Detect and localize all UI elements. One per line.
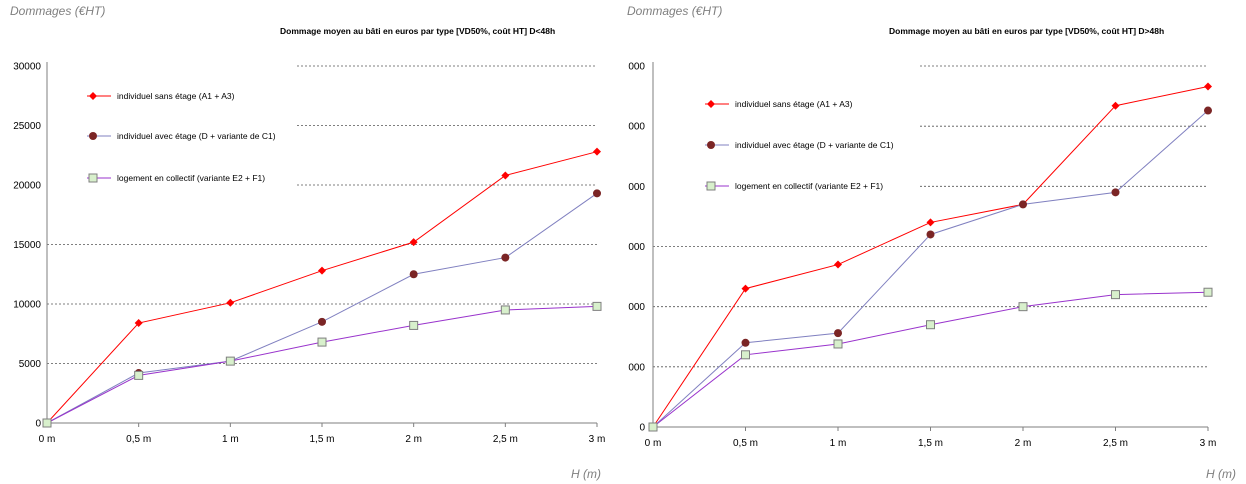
x-tick-label: 1,5 m	[309, 434, 334, 445]
data-point	[1111, 101, 1120, 110]
legend-label: logement en collectif (variante E2 + F1)	[735, 181, 884, 191]
data-point	[926, 218, 935, 227]
data-point	[1203, 287, 1213, 297]
data-point	[409, 270, 418, 279]
y-tick-label: 5000	[19, 359, 42, 370]
y-tick-label: 0	[35, 419, 41, 430]
series-line	[652, 85, 1209, 428]
data-point	[1204, 82, 1212, 91]
data-point	[226, 298, 235, 307]
y-tick-label: 30000	[13, 62, 41, 73]
data-point	[926, 230, 935, 239]
legend-marker-circle	[705, 141, 729, 149]
data-point	[741, 350, 750, 360]
data-point	[501, 253, 510, 262]
legend-label: individuel sans étage (A1 + A3)	[735, 99, 853, 109]
data-point	[593, 147, 601, 156]
legend-marker-diamond	[705, 100, 729, 108]
data-point	[318, 317, 326, 326]
y-axis-label: Dommages (€HT)	[10, 4, 106, 18]
chart-title: Dommage moyen au bâti en euros par type …	[280, 26, 556, 36]
legend-marker-circle	[87, 132, 111, 140]
x-tick-label: 1,5 m	[918, 438, 943, 449]
series-layer	[648, 82, 1213, 432]
data-point	[1019, 200, 1027, 209]
legend-marker-square	[87, 173, 111, 183]
y-tick-label: 15000	[13, 240, 41, 251]
data-point	[409, 320, 419, 330]
y-tick-label: 000	[628, 122, 645, 133]
legend-label: individuel sans étage (A1 + A3)	[117, 91, 235, 101]
data-point	[42, 418, 52, 428]
x-tick-label: 0 m	[645, 438, 662, 449]
data-point	[134, 319, 143, 328]
y-tick-label: 000	[628, 242, 645, 253]
series-line	[46, 192, 598, 424]
data-point	[592, 301, 602, 311]
data-point	[409, 238, 418, 247]
x-tick-label: 3 m	[1200, 438, 1217, 449]
y-tick-label: 20000	[13, 181, 41, 192]
x-tick-label: 2,5 m	[493, 434, 518, 445]
data-point	[834, 260, 842, 269]
x-tick-label: 2 m	[405, 434, 422, 445]
legend-marker-diamond	[87, 92, 111, 100]
x-tick-label: 2,5 m	[1103, 438, 1128, 449]
data-point	[741, 338, 750, 347]
legend-label: individuel avec étage (D + variante de C…	[117, 131, 276, 141]
series-line	[652, 110, 1209, 428]
chart-title: Dommage moyen au bâti en euros par type …	[889, 26, 1165, 36]
x-axis-label: H (m)	[1206, 467, 1236, 481]
data-point	[500, 305, 510, 315]
data-point	[833, 339, 843, 349]
data-point	[134, 370, 144, 380]
chart-panel-right: Dommages (€HT) Dommage moyen au bâti en …	[623, 0, 1246, 484]
data-point	[225, 356, 235, 366]
chart-panel-left: Dommages (€HT) Dommage moyen au bâti en …	[10, 4, 605, 481]
chart-svg: 0 5000 10000 15000 20000 25000 30000 0 m 0,5 m 1 …	[13, 62, 605, 446]
axis-layer: 0 5000 10000 15000 20000 25000 30000 0 m 0,5 m 1 …	[13, 62, 605, 446]
legend-label: logement en collectif (variante E2 + F1)	[117, 173, 266, 183]
x-tick-label: 1 m	[222, 434, 239, 445]
data-point	[593, 189, 601, 198]
x-axis-label: H (m)	[571, 467, 601, 481]
data-point	[1111, 188, 1120, 197]
legend-marker-square	[705, 181, 729, 191]
series-line	[46, 151, 598, 424]
data-point	[1018, 302, 1028, 312]
data-point	[648, 422, 658, 432]
legend-label: individuel avec étage (D + variante de C…	[735, 140, 894, 150]
data-point	[501, 171, 510, 180]
data-point	[1111, 290, 1120, 300]
data-point	[318, 266, 326, 275]
grid-layer	[47, 65, 597, 364]
y-tick-label: 000	[628, 362, 645, 373]
series-line	[652, 291, 1209, 428]
y-tick-label: 000	[628, 182, 645, 193]
x-tick-label: 0,5 m	[733, 438, 758, 449]
data-point	[741, 284, 750, 293]
grid-layer	[653, 65, 1208, 368]
data-point	[1204, 106, 1212, 115]
x-tick-label: 0,5 m	[126, 434, 151, 445]
y-tick-label: 10000	[13, 300, 41, 311]
y-tick-label: 000	[628, 62, 645, 73]
y-tick-label: 25000	[13, 121, 41, 132]
y-tick-label: 0	[639, 423, 645, 434]
x-tick-label: 1 m	[830, 438, 847, 449]
x-tick-label: 3 m	[589, 434, 606, 445]
data-point	[317, 337, 327, 347]
data-point	[926, 320, 935, 330]
y-tick-label: 000	[628, 302, 645, 313]
y-axis-label: Dommages (€HT)	[627, 4, 723, 18]
series-layer	[42, 147, 602, 428]
x-tick-label: 2 m	[1015, 438, 1032, 449]
x-tick-label: 0 m	[39, 434, 56, 445]
data-point	[834, 329, 842, 338]
